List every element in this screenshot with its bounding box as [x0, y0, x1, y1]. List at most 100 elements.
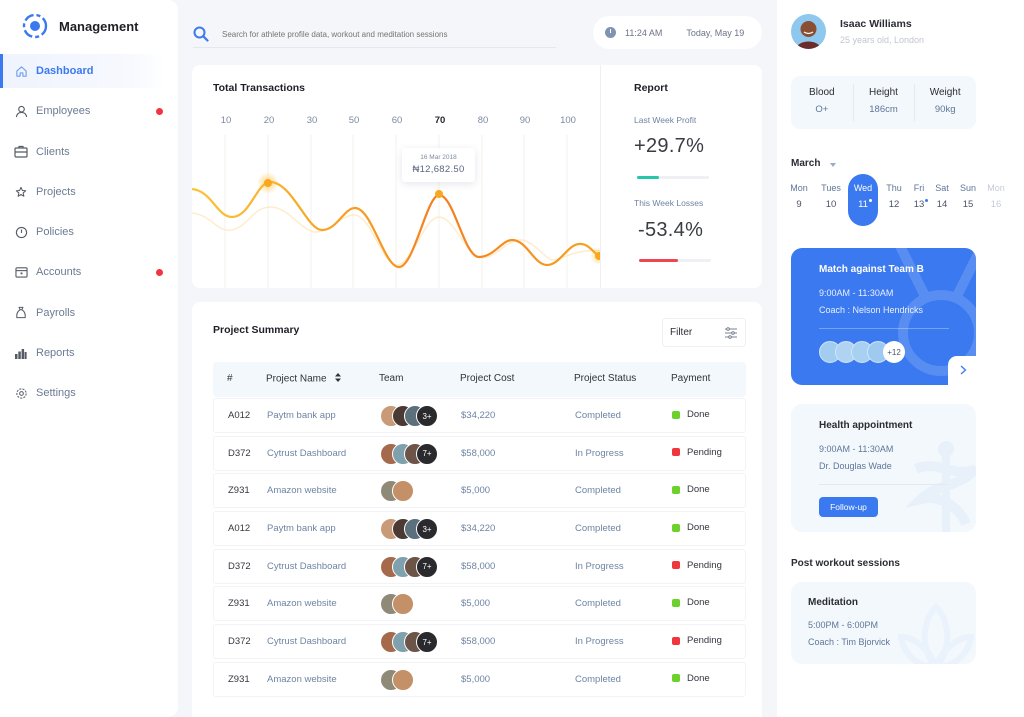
- payment-status-indicator: [672, 636, 680, 645]
- sidebar-nav: Dashboard Employees Clients Projects: [0, 54, 178, 417]
- stat-height: Height 186cm: [852, 76, 915, 129]
- payment-label: Done: [687, 484, 710, 496]
- project-status: In Progress: [575, 636, 624, 648]
- day-name: Mon: [987, 183, 1005, 193]
- project-name[interactable]: Amazon website: [267, 485, 337, 497]
- team-avatars[interactable]: 3+: [380, 518, 438, 541]
- payment-status: Done: [672, 484, 710, 495]
- project-name[interactable]: Cytrust Dashboard: [267, 560, 347, 572]
- project-id: Z931: [228, 673, 250, 685]
- calendar-day[interactable]: Sun 15: [953, 174, 983, 226]
- lotus-icon: [897, 602, 975, 664]
- sidebar-item-label: Employees: [36, 105, 91, 118]
- tooltip-value: ₦12,682.50: [412, 164, 465, 175]
- table-row[interactable]: D372 Cytrust Dashboard 7+ $58,000 In Pro…: [213, 548, 746, 584]
- table-row[interactable]: Z931 Amazon website $5,000 Completed Don…: [213, 473, 746, 509]
- money-bag-icon: [14, 306, 28, 320]
- column-header-label: Project Name: [266, 373, 327, 385]
- sidebar-item-payrolls[interactable]: Payrolls: [0, 296, 178, 330]
- team-avatars[interactable]: [380, 480, 414, 503]
- payment-label: Done: [687, 409, 710, 420]
- current-time: 11:24 AM: [625, 27, 663, 38]
- team-avatars[interactable]: [380, 593, 414, 616]
- table-row[interactable]: D372 Cytrust Dashboard 7+ $58,000 In Pro…: [213, 435, 746, 471]
- team-avatars[interactable]: 7+: [380, 555, 438, 578]
- avatar: [392, 593, 414, 616]
- sidebar-item-settings[interactable]: Settings: [0, 376, 178, 410]
- month-selector[interactable]: March: [791, 158, 837, 169]
- payment-status: Pending: [672, 447, 722, 458]
- project-status: Completed: [575, 598, 621, 610]
- column-header-project-name[interactable]: Project Name: [266, 373, 342, 385]
- table-row[interactable]: A012 Paytm bank app 3+ $34,220 Completed…: [213, 511, 746, 547]
- team-avatars[interactable]: [380, 668, 414, 691]
- x-tick: 80: [477, 115, 489, 126]
- day-number: 15: [962, 199, 974, 210]
- bar-chart-icon: [14, 346, 28, 360]
- project-cost: $34,220: [461, 523, 496, 535]
- table-row[interactable]: Z931 Amazon website $5,000 Completed Don…: [213, 586, 746, 622]
- team-avatars[interactable]: 3+: [380, 405, 438, 427]
- profile-name: Isaac Williams: [840, 18, 912, 30]
- sidebar-item-reports[interactable]: Reports: [0, 336, 178, 370]
- project-name[interactable]: Amazon website: [267, 598, 337, 610]
- table-row[interactable]: A012 Paytm bank app 3+ $34,220 Completed…: [213, 398, 746, 433]
- calendar-day[interactable]: Tues 10: [816, 174, 846, 226]
- project-id: Z931: [228, 485, 250, 497]
- project-name[interactable]: Cytrust Dashboard: [267, 447, 347, 459]
- table-row[interactable]: D372 Cytrust Dashboard 7+ $58,000 In Pro…: [213, 624, 746, 660]
- column-header-payment: Payment: [671, 373, 711, 384]
- project-name[interactable]: Cytrust Dashboard: [267, 636, 347, 648]
- sort-icon[interactable]: [335, 373, 342, 385]
- day-number: 12: [888, 199, 900, 210]
- project-cost: $5,000: [461, 673, 491, 685]
- calendar-day[interactable]: Mon 9: [784, 174, 814, 226]
- user-icon: [14, 104, 28, 118]
- team-more-count: +12: [883, 341, 905, 363]
- calendar-day[interactable]: Sat 14: [927, 174, 957, 226]
- event-time: 9:00AM - 11:30AM: [819, 288, 894, 298]
- team-avatars[interactable]: +12: [819, 341, 905, 363]
- calendar-day[interactable]: Mon 16: [981, 174, 1011, 226]
- filter-button[interactable]: Filter: [662, 318, 746, 347]
- next-button[interactable]: [948, 356, 978, 386]
- sidebar-item-employees[interactable]: Employees: [0, 94, 178, 128]
- sidebar-item-policies[interactable]: Policies: [0, 215, 178, 249]
- project-name[interactable]: Paytm bank app: [267, 410, 336, 421]
- health-appointment-card[interactable]: Health appointment 9:00AM - 11:30AM Dr. …: [791, 404, 976, 532]
- profile-subtitle: 25 years old, London: [840, 35, 925, 45]
- calendar-day-selected[interactable]: Wed 11: [848, 174, 878, 226]
- transactions-line-chart[interactable]: [192, 65, 600, 288]
- team-avatars[interactable]: 7+: [380, 631, 438, 654]
- x-tick: 100: [560, 115, 576, 126]
- transactions-title: Total Transactions: [213, 82, 305, 94]
- search-icon[interactable]: [193, 26, 209, 42]
- event-title: Match against Team B: [819, 264, 924, 275]
- calendar-day[interactable]: Thu 12: [879, 174, 909, 226]
- sidebar-item-label: Policies: [36, 226, 74, 239]
- stat-value: O+: [815, 104, 829, 115]
- calendar-day[interactable]: Fri 13: [904, 174, 934, 226]
- sidebar-item-projects[interactable]: Projects: [0, 175, 178, 209]
- sidebar-item-clients[interactable]: Clients: [0, 135, 178, 169]
- table-row[interactable]: Z931 Amazon website $5,000 Completed Don…: [213, 661, 746, 697]
- project-id: A012: [228, 523, 251, 535]
- sidebar-item-dashboard[interactable]: Dashboard: [0, 54, 165, 88]
- project-name[interactable]: Amazon website: [267, 673, 337, 685]
- team-avatars[interactable]: 7+: [380, 442, 438, 465]
- project-cost: $5,000: [461, 485, 491, 497]
- search-input[interactable]: [222, 29, 542, 39]
- project-cost: $5,000: [461, 598, 491, 610]
- project-name[interactable]: Paytm bank app: [267, 523, 336, 535]
- match-event-card[interactable]: Match against Team B 9:00AM - 11:30AM Co…: [791, 248, 976, 385]
- stat-value: 90kg: [934, 104, 956, 115]
- sidebar-item-accounts[interactable]: Accounts: [0, 255, 178, 289]
- follow-up-button[interactable]: Follow-up: [819, 497, 878, 517]
- brand[interactable]: Management: [22, 13, 138, 39]
- profile-avatar[interactable]: [791, 14, 826, 49]
- day-name: Wed: [853, 183, 873, 193]
- payment-label: Done: [687, 522, 710, 534]
- meditation-session-card[interactable]: Meditation 5:00PM - 6:00PM Coach : Tim B…: [791, 582, 976, 664]
- x-tick: 20: [263, 115, 275, 126]
- project-status: Completed: [575, 410, 621, 421]
